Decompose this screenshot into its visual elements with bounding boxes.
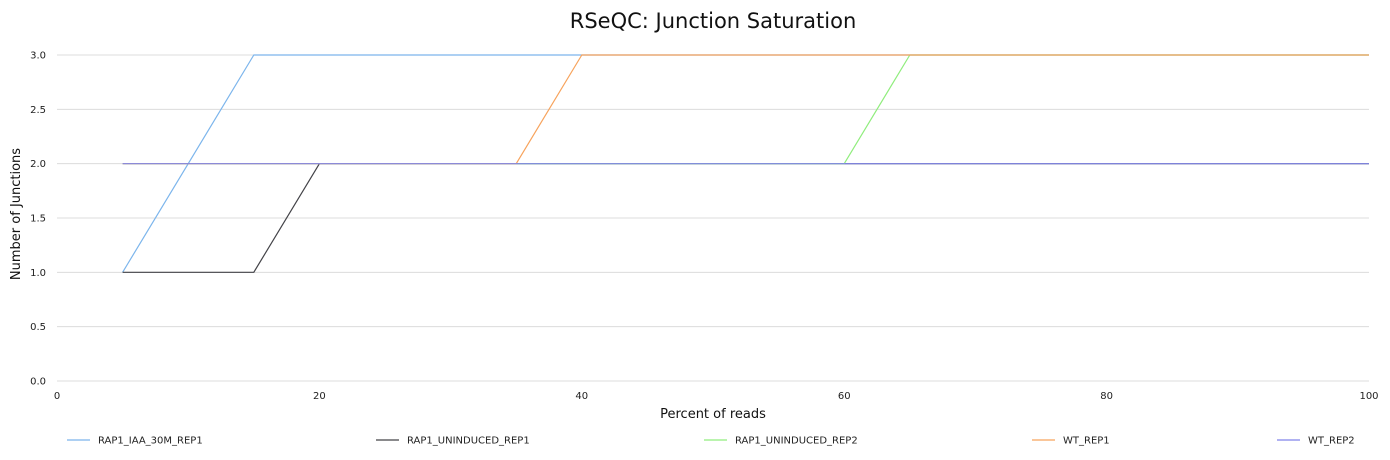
y-tick-label: 0.0 (30, 377, 46, 388)
legend-item[interactable]: RAP1_UNINDUCED_REP2 (704, 436, 858, 447)
x-tick-label: 80 (1100, 391, 1113, 402)
series-lines (122, 54, 1369, 273)
y-tick-label: 3.0 (30, 51, 46, 62)
x-tick-label: 20 (313, 391, 326, 402)
legend-item[interactable]: RAP1_IAA_30M_REP1 (67, 436, 203, 447)
legend-label: RAP1_UNINDUCED_REP2 (735, 436, 858, 447)
chart-title: RSeQC: Junction Saturation (570, 9, 857, 33)
legend-item[interactable]: WT_REP1 (1032, 436, 1110, 447)
y-axis-title: Number of Junctions (9, 148, 24, 280)
y-tick-label: 1.5 (30, 214, 46, 225)
y-tick-label: 1.0 (30, 268, 46, 279)
x-tick-label: 0 (54, 391, 60, 402)
legend-label: RAP1_UNINDUCED_REP1 (407, 436, 530, 447)
x-tick-label: 60 (838, 391, 851, 402)
legend-item[interactable]: RAP1_UNINDUCED_REP1 (376, 436, 530, 447)
x-axis-title: Percent of reads (660, 407, 766, 422)
legend-label: RAP1_IAA_30M_REP1 (98, 436, 203, 447)
legend-item[interactable]: WT_REP2 (1277, 436, 1355, 447)
y-tick-label: 2.5 (30, 105, 46, 116)
y-tick-label: 2.0 (30, 159, 46, 170)
x-axis-ticks: 0 20 40 60 80 100 (54, 391, 1379, 402)
legend-label: WT_REP1 (1063, 436, 1110, 447)
y-tick-label: 0.5 (30, 322, 46, 333)
x-tick-label: 40 (575, 391, 588, 402)
grid-lines (57, 54, 1369, 382)
legend-label: WT_REP2 (1308, 436, 1355, 447)
legend: RAP1_IAA_30M_REP1 RAP1_UNINDUCED_REP1 RAP1… (67, 436, 1355, 447)
y-axis-ticks: 0.0 0.5 1.0 1.5 2.0 2.5 3.0 (30, 51, 46, 388)
x-tick-label: 100 (1359, 391, 1378, 402)
